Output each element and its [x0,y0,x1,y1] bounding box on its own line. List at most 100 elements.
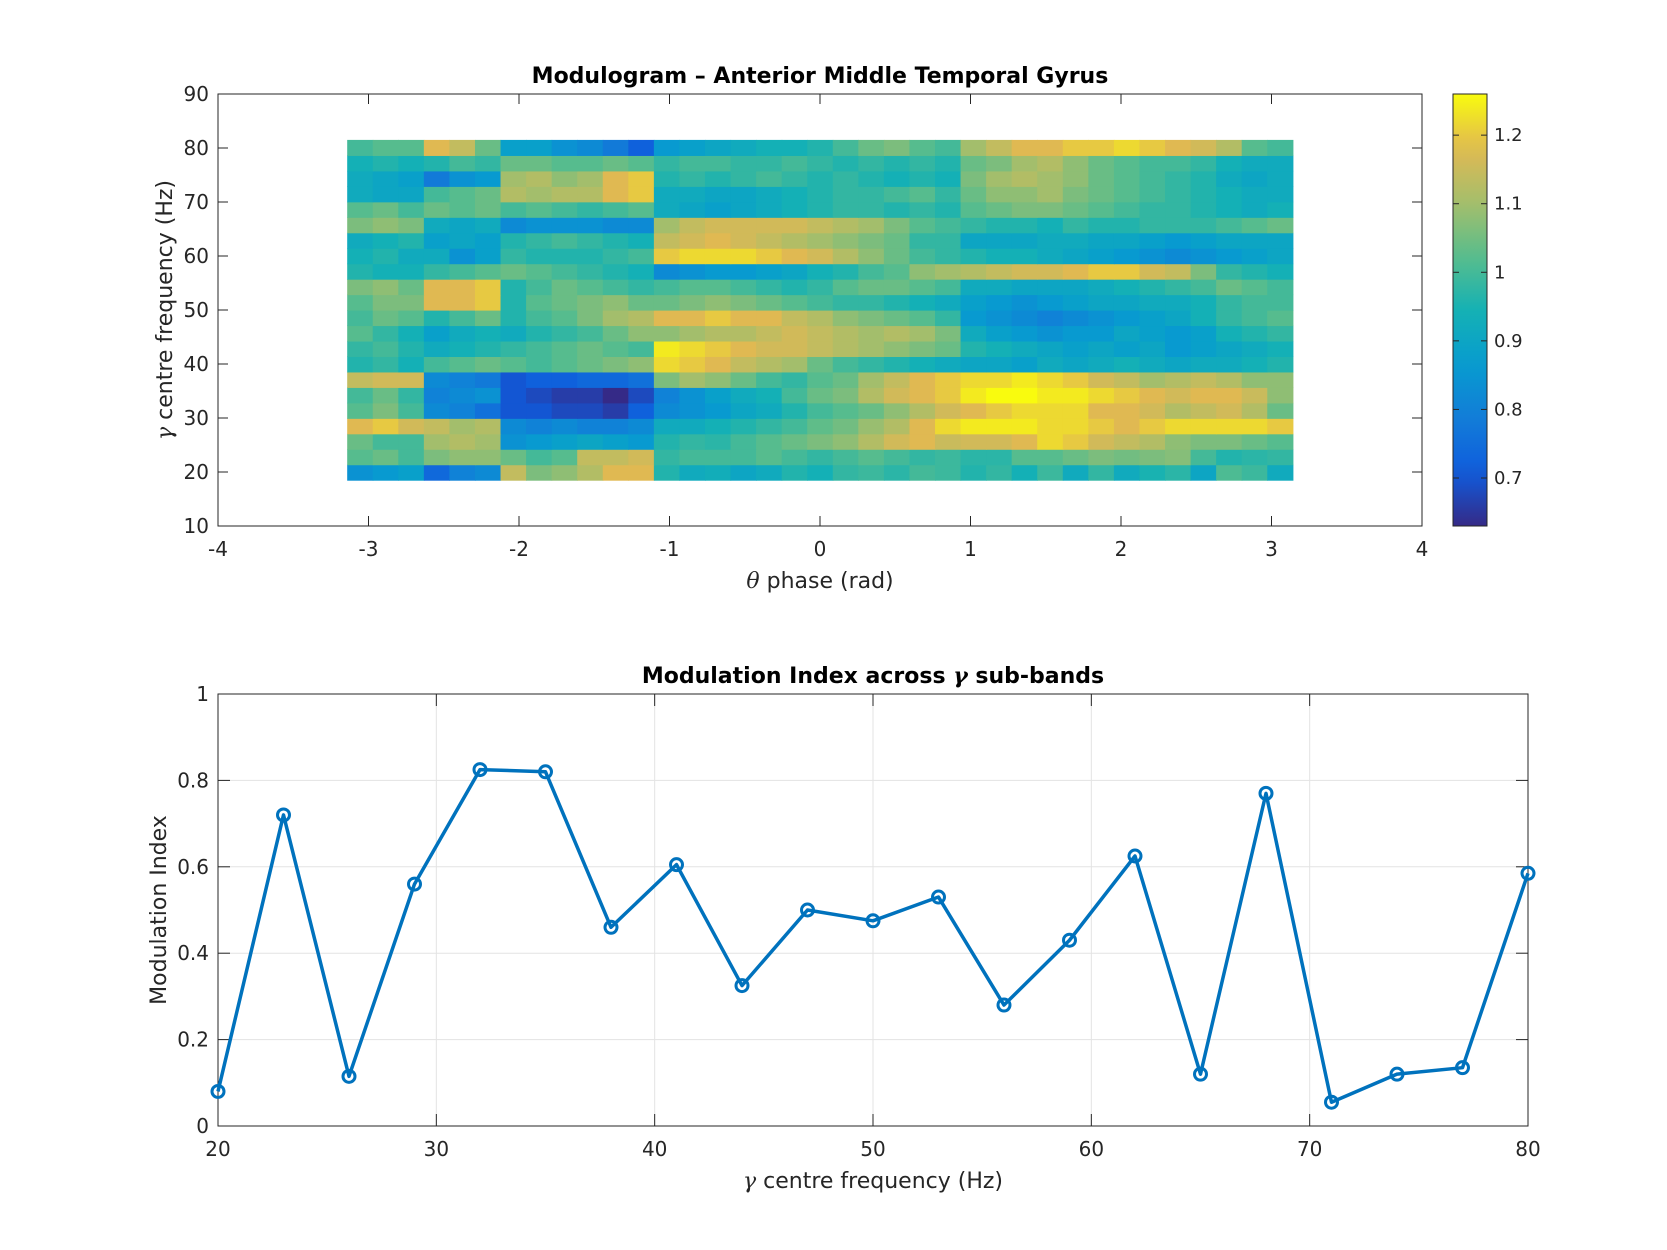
heatmap-cell [1011,433,1038,450]
heatmap-cell [1139,356,1166,373]
heatmap-cell [1267,201,1294,218]
heatmap-cell [730,449,757,466]
heatmap-cell [1241,170,1268,187]
mi-data-point [1062,932,1077,948]
heatmap-cell [449,449,476,466]
heatmap-cell [730,294,757,311]
heatmap-cell [960,418,987,435]
heatmap-cell [1011,325,1038,342]
heatmap-cell [986,170,1013,187]
heatmap-cell [730,248,757,265]
heatmap-cell [883,186,911,203]
heatmap-cell [653,325,681,342]
heatmap-cell [551,340,578,357]
heatmap-cell [1011,402,1038,419]
heatmap-cell [1139,418,1166,435]
heatmap-cell [526,155,553,172]
heatmap-cell [807,325,834,342]
heatmap-cell [1165,310,1192,327]
heatmap-cell [347,325,374,342]
mi-data-point [407,876,422,892]
heatmap-cell [730,139,757,156]
heatmap-cell [883,232,911,249]
heatmap-cell [1216,371,1243,388]
heatmap-cell [1139,387,1166,404]
heatmap-cell [423,449,451,466]
heatmap-cell [704,387,732,404]
heatmap-cell [398,186,425,203]
heatmap-cell [1011,449,1038,466]
heatmap-cell [423,279,451,296]
heatmap-cell [807,356,834,373]
heatmap-cell [628,155,655,172]
heatmap-cell [1139,449,1166,466]
heatmap-cell [730,263,757,280]
heatmap-cell [628,387,655,404]
heatmap-cell [500,294,527,311]
heatmap-cell [1216,402,1243,419]
heatmap-cell [398,217,425,234]
heatmap-cell [1165,402,1192,419]
heatmap-cell [935,402,962,419]
heatmap-cell [347,201,374,218]
heatmap-cell [577,201,604,218]
heatmap-cell [1216,325,1243,342]
heatmap-cell [858,294,885,311]
heatmap-cell [1241,248,1268,265]
heatmap-cell [883,433,911,450]
heatmap-cell [679,402,706,419]
heatmap-cell [653,449,681,466]
heatmap-cell [602,402,629,419]
heatmap-cell [1037,139,1064,156]
heatmap-cell [781,263,808,280]
heatmap-cell [1190,139,1217,156]
heatmap-cell [781,139,808,156]
heatmap-cell [449,371,476,388]
heatmap-cell [781,201,808,218]
heatmap-cell [628,340,655,357]
heatmap-cell [909,356,936,373]
heatmap-cell [474,356,502,373]
heatmap-cell [577,248,604,265]
heatmap-cell [756,449,783,466]
heatmap-cell [960,155,987,172]
heatmap-cell [1011,464,1038,481]
heatmap-cell [1088,155,1115,172]
mi-data-point [1258,785,1274,801]
heatmap-cell [1062,186,1089,203]
heatmap-cell [781,340,808,357]
heatmap-cell [1088,418,1115,435]
heatmap-cell [832,325,859,342]
heatmap-cell [526,186,553,203]
heatmap-cell [628,248,655,265]
heatmap-cell [551,356,578,373]
heatmap-cell [1088,402,1115,419]
heatmap-cell [730,325,757,342]
heatmap-cell [679,294,706,311]
heatmap-cell [832,433,859,450]
heatmap-cell [423,356,451,373]
heatmap-cell [1088,263,1115,280]
heatmap-cell [347,139,374,156]
heatmap-cell [602,356,629,373]
heatmap-cell [372,232,399,249]
heatmap-cell [1165,371,1192,388]
heatmap-cell [986,433,1013,450]
colorbar-tick-label: 1.1 [1494,194,1523,215]
heatmap-cell [347,294,374,311]
heatmap-cell [577,263,604,280]
heatmap-cell [500,387,527,404]
heatmap-cell [781,325,808,342]
heatmap-cell [704,232,732,249]
heatmap-cell [986,201,1013,218]
heatmap-cell [1267,371,1294,388]
heatmap-cell [1011,310,1038,327]
x-tick-label: -1 [660,537,680,561]
heatmap-cell [960,356,987,373]
heatmap-cell [500,402,527,419]
heatmap-cell [1216,294,1243,311]
heatmap-cell [577,186,604,203]
heatmap-cell [1113,402,1141,419]
heatmap-cell [858,310,885,327]
heatmap-cell [653,310,681,327]
